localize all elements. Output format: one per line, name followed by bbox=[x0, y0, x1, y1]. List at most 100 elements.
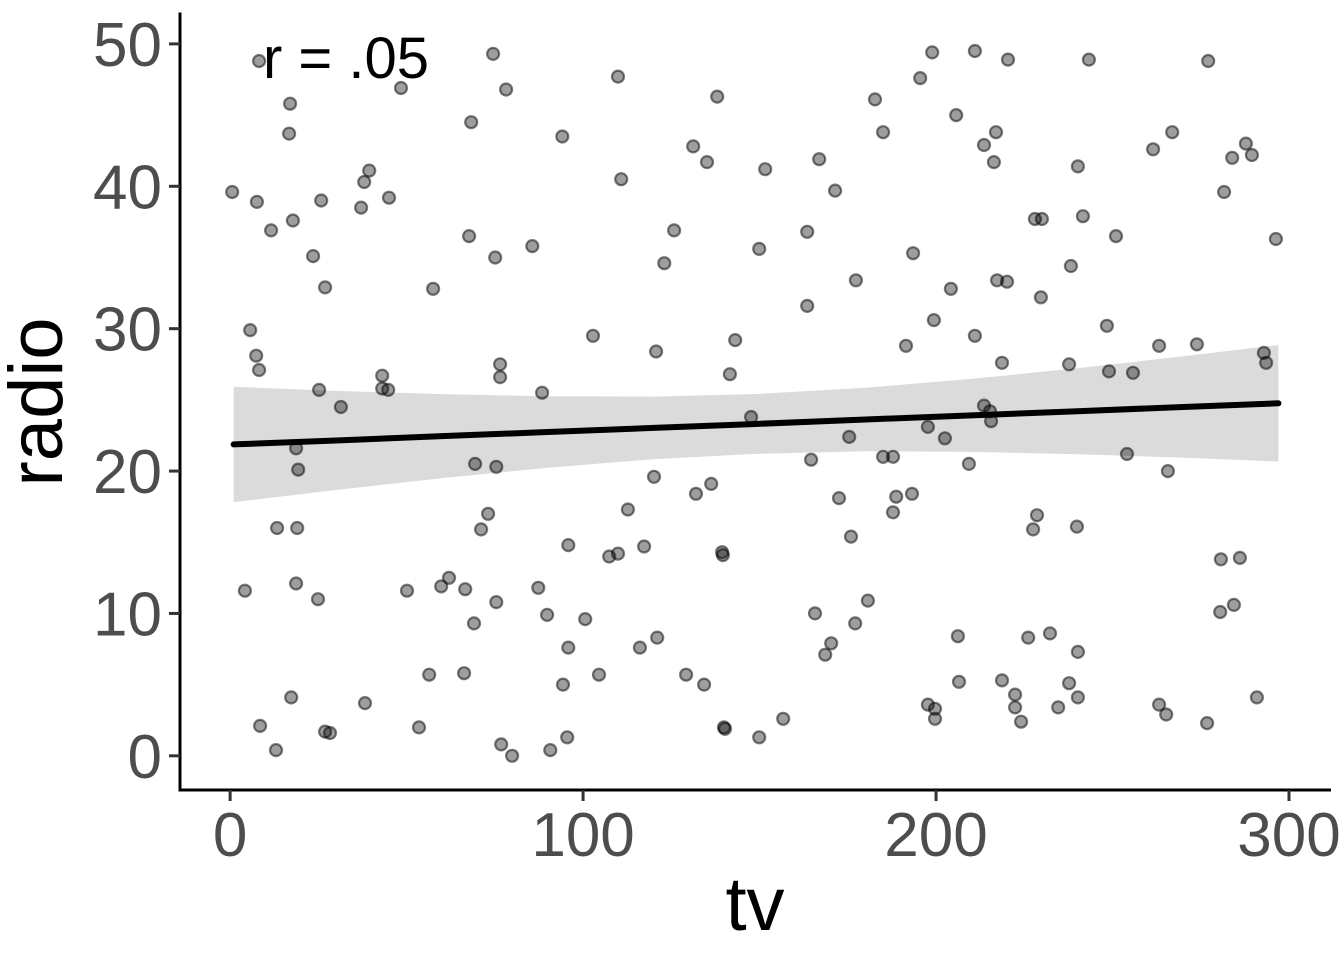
x-axis-title: tv bbox=[725, 862, 784, 947]
data-point bbox=[1061, 357, 1077, 372]
data-point bbox=[951, 674, 967, 689]
data-point bbox=[1216, 184, 1232, 200]
data-point bbox=[489, 594, 504, 610]
data-point bbox=[1081, 52, 1097, 67]
data-point bbox=[610, 69, 626, 84]
data-point bbox=[967, 43, 983, 59]
data-point bbox=[1213, 604, 1228, 620]
data-point bbox=[282, 126, 297, 141]
data-point bbox=[457, 666, 472, 681]
data-point bbox=[1029, 508, 1045, 523]
data-point bbox=[534, 385, 550, 400]
y-axis-title: radio bbox=[0, 318, 79, 487]
y-tick-label: 50 bbox=[93, 11, 162, 80]
data-point bbox=[354, 200, 369, 215]
data-point bbox=[1000, 52, 1016, 67]
data-point bbox=[920, 419, 936, 434]
data-point bbox=[704, 476, 719, 491]
data-point bbox=[531, 580, 546, 595]
data-point bbox=[289, 576, 304, 591]
data-point bbox=[1244, 147, 1260, 163]
data-point bbox=[610, 546, 626, 561]
data-point bbox=[488, 250, 503, 265]
x-axis-ticks: 0 100 200 300 bbox=[213, 790, 1341, 870]
data-point bbox=[561, 537, 576, 553]
data-point bbox=[686, 139, 701, 154]
data-point bbox=[243, 323, 258, 338]
data-point bbox=[504, 748, 520, 763]
data-point bbox=[800, 298, 815, 313]
data-point bbox=[1189, 337, 1205, 352]
data-point bbox=[381, 190, 397, 205]
data-point bbox=[1099, 318, 1115, 333]
data-point bbox=[1249, 690, 1265, 705]
data-point bbox=[466, 616, 482, 631]
data-point bbox=[843, 529, 859, 544]
data-point bbox=[743, 409, 759, 425]
data-point bbox=[1201, 53, 1216, 69]
data-point bbox=[489, 459, 504, 474]
data-point bbox=[994, 355, 1010, 370]
data-point bbox=[848, 273, 864, 288]
data-point bbox=[441, 570, 457, 585]
data-point bbox=[1159, 707, 1174, 722]
data-point bbox=[539, 607, 555, 623]
data-point bbox=[268, 742, 284, 758]
data-point bbox=[1199, 715, 1215, 731]
data-point bbox=[1061, 676, 1077, 691]
data-point bbox=[306, 249, 321, 264]
data-point bbox=[1151, 338, 1167, 353]
data-point bbox=[249, 194, 264, 209]
data-point bbox=[1069, 519, 1085, 534]
y-tick-label: 0 bbox=[128, 723, 162, 792]
data-point bbox=[312, 382, 327, 397]
data-point bbox=[1051, 700, 1066, 715]
data-point bbox=[225, 184, 240, 200]
data-point bbox=[885, 449, 901, 464]
data-point bbox=[728, 333, 743, 348]
data-point bbox=[913, 70, 928, 86]
data-point bbox=[474, 522, 489, 537]
y-tick-label: 10 bbox=[93, 580, 162, 649]
data-point bbox=[758, 162, 773, 177]
data-point bbox=[555, 129, 570, 144]
data-point bbox=[1070, 644, 1086, 660]
data-point bbox=[722, 367, 738, 382]
x-tick-label: 200 bbox=[884, 801, 987, 870]
data-point bbox=[803, 452, 819, 467]
data-point bbox=[949, 107, 964, 123]
data-point bbox=[961, 456, 977, 471]
data-point bbox=[860, 593, 876, 608]
data-point bbox=[1268, 231, 1284, 247]
data-point bbox=[1101, 364, 1117, 379]
data-point bbox=[499, 82, 514, 97]
correlation-annotation: r = .05 bbox=[263, 26, 429, 91]
data-point bbox=[333, 399, 348, 415]
data-point bbox=[632, 640, 648, 655]
data-point bbox=[381, 382, 396, 397]
data-point bbox=[486, 46, 501, 62]
data-point bbox=[462, 229, 477, 244]
data-point bbox=[1160, 464, 1176, 479]
data-point bbox=[976, 137, 992, 153]
data-point bbox=[1165, 125, 1180, 140]
data-point bbox=[458, 582, 473, 597]
data-point bbox=[982, 404, 998, 419]
data-point bbox=[314, 193, 329, 208]
data-point bbox=[983, 414, 999, 429]
data-point bbox=[1258, 355, 1274, 370]
data-point bbox=[688, 486, 704, 501]
data-point bbox=[937, 431, 953, 446]
data-point bbox=[696, 677, 712, 692]
data-point bbox=[650, 630, 665, 645]
data-point bbox=[905, 246, 921, 261]
data-point bbox=[988, 125, 1004, 140]
data-point bbox=[1226, 597, 1242, 613]
data-point bbox=[357, 695, 373, 711]
data-point bbox=[999, 274, 1015, 289]
data-point bbox=[1025, 522, 1041, 537]
data-point bbox=[1213, 552, 1229, 567]
data-point bbox=[699, 155, 715, 170]
data-point bbox=[1070, 690, 1086, 705]
data-point bbox=[422, 667, 437, 682]
